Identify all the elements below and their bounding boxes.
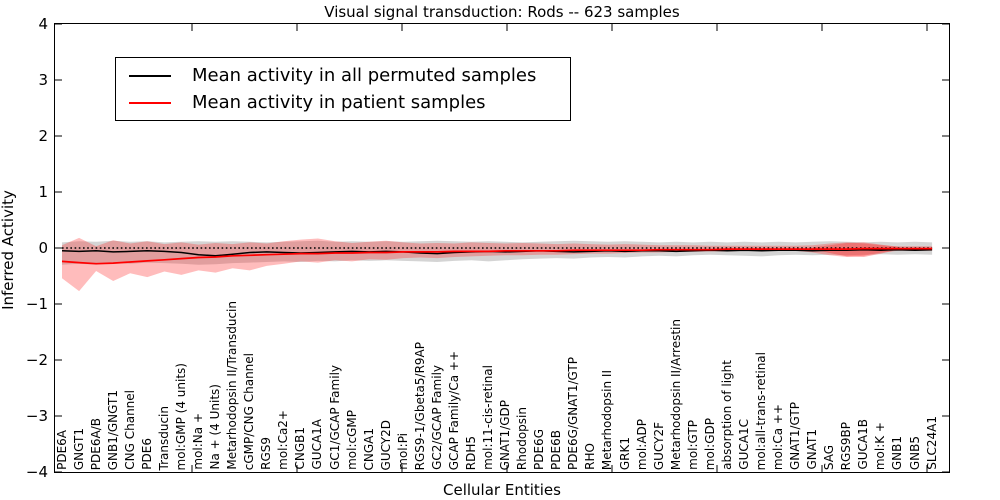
y-axis-label: Inferred Activity <box>0 190 17 310</box>
legend-line-patient-icon <box>129 101 171 104</box>
x-tick-label: mol:Ca ++ <box>771 403 785 470</box>
x-tick-label: GUCY2F <box>651 421 666 470</box>
legend-item-patient: Mean activity in patient samples <box>116 89 570 116</box>
x-tick-label: RDH5 <box>463 435 478 470</box>
x-axis-label: Cellular Entities <box>443 481 561 499</box>
x-tick-label: GC2/GCAP Family <box>429 365 444 470</box>
x-tick-label: GNB1/GNGT1 <box>105 389 120 470</box>
plot-area: Mean activity in all permuted samples Me… <box>54 23 950 473</box>
x-tick-label: Rhodopsin <box>515 406 530 470</box>
x-tick-label: GNAT1 <box>805 429 820 470</box>
x-tick-label: mol:cGMP <box>344 410 359 470</box>
y-tick-label: −3 <box>25 407 48 425</box>
x-tick-label: absorption of light <box>719 360 734 470</box>
y-tick-label: −4 <box>25 463 48 481</box>
y-tick-labels: 4 3 2 1 0 −1 −2 −3 −4 <box>18 0 48 500</box>
x-tick-label: GNB5 <box>907 435 922 470</box>
y-tick-label: 3 <box>38 71 48 89</box>
y-tick-label: −2 <box>25 351 48 369</box>
x-tick-label: cGMP/CNG Channel <box>242 352 257 470</box>
legend: Mean activity in all permuted samples Me… <box>115 57 571 121</box>
x-tick-label: GUCA1C <box>736 419 751 470</box>
x-tick-label: Transducin <box>156 405 171 470</box>
y-tick-label: 0 <box>38 239 48 257</box>
x-tick-label: Metarhodopsin II <box>600 369 615 470</box>
x-tick-label: GNAT1/GTP <box>788 402 803 470</box>
x-tick-label: PDE6A <box>54 430 69 470</box>
x-tick-label: PDE6G <box>532 429 547 470</box>
x-tick-label: CNG Channel <box>122 390 137 470</box>
x-tick-label: PDE6A/B <box>88 417 103 470</box>
x-tick-label: mol:K + <box>873 421 888 470</box>
x-tick-label: SAG <box>822 444 837 470</box>
x-tick-label: CNGA1 <box>361 427 376 471</box>
x-tick-label: GCAP Family/Ca ++ <box>446 350 461 470</box>
legend-label-permuted: Mean activity in all permuted samples <box>192 65 537 86</box>
legend-item-permuted: Mean activity in all permuted samples <box>116 62 570 89</box>
x-tick-label: Metarhodopsin II/Transducin <box>225 301 240 470</box>
legend-line-permuted-icon <box>129 74 171 77</box>
legend-label-patient: Mean activity in patient samples <box>192 92 486 113</box>
x-tick-label: RGS9-1/Gbeta5/R9AP <box>412 341 427 470</box>
x-tick-label: GUCY2D <box>378 419 393 470</box>
x-tick-label: GC1/GCAP Family <box>327 365 342 470</box>
x-tick-label: GRK1 <box>617 436 632 470</box>
x-tick-label: mol:Pi <box>395 433 410 470</box>
x-tick-label: GUCA1B <box>856 419 871 470</box>
x-tick-label: Na + (4 Units) <box>208 384 222 470</box>
x-tick-label: mol:all-trans-retinal <box>754 351 768 470</box>
x-tick-label: CNGB1 <box>293 427 308 470</box>
x-tick-label: RHO <box>583 443 598 470</box>
x-tick-label: GNGT1 <box>71 427 86 470</box>
x-tick-label: mol:GMP (4 units) <box>173 362 188 470</box>
y-tick-label: −1 <box>25 295 48 313</box>
x-tick-label: mol:GTP <box>685 420 700 470</box>
x-tick-label: GUCA1A <box>310 419 325 470</box>
x-tick-label: mol:ADP <box>634 418 649 470</box>
x-tick-label: Metarhodopsin II/Arrestin <box>668 318 683 470</box>
x-tick-label: mol:GDP <box>702 417 717 470</box>
x-tick-label: mol:Ca2+ <box>276 410 291 470</box>
x-tick-label: SLC24A1 <box>924 416 939 470</box>
x-tick-label: PDE6B <box>549 430 564 470</box>
x-tick-label: PDE6 <box>139 438 154 470</box>
y-tick-label: 4 <box>38 15 48 33</box>
y-tick-label: 2 <box>38 127 48 145</box>
x-tick-label: RGS9 <box>259 437 274 470</box>
x-tick-label: mol:Na + <box>191 413 205 470</box>
chart-canvas <box>55 24 949 472</box>
x-tick-label: RGS9BP <box>839 421 854 470</box>
x-tick-label: GNB1 <box>890 435 905 470</box>
y-tick-label: 1 <box>38 183 48 201</box>
x-tick-label: GNAT1/GDP <box>498 399 513 470</box>
x-tick-label: mol:11-cis-retinal <box>481 365 495 470</box>
x-tick-label: PDE6G/GNAT1/GTP <box>566 356 581 470</box>
chart-title: Visual signal transduction: Rods -- 623 … <box>324 3 680 21</box>
